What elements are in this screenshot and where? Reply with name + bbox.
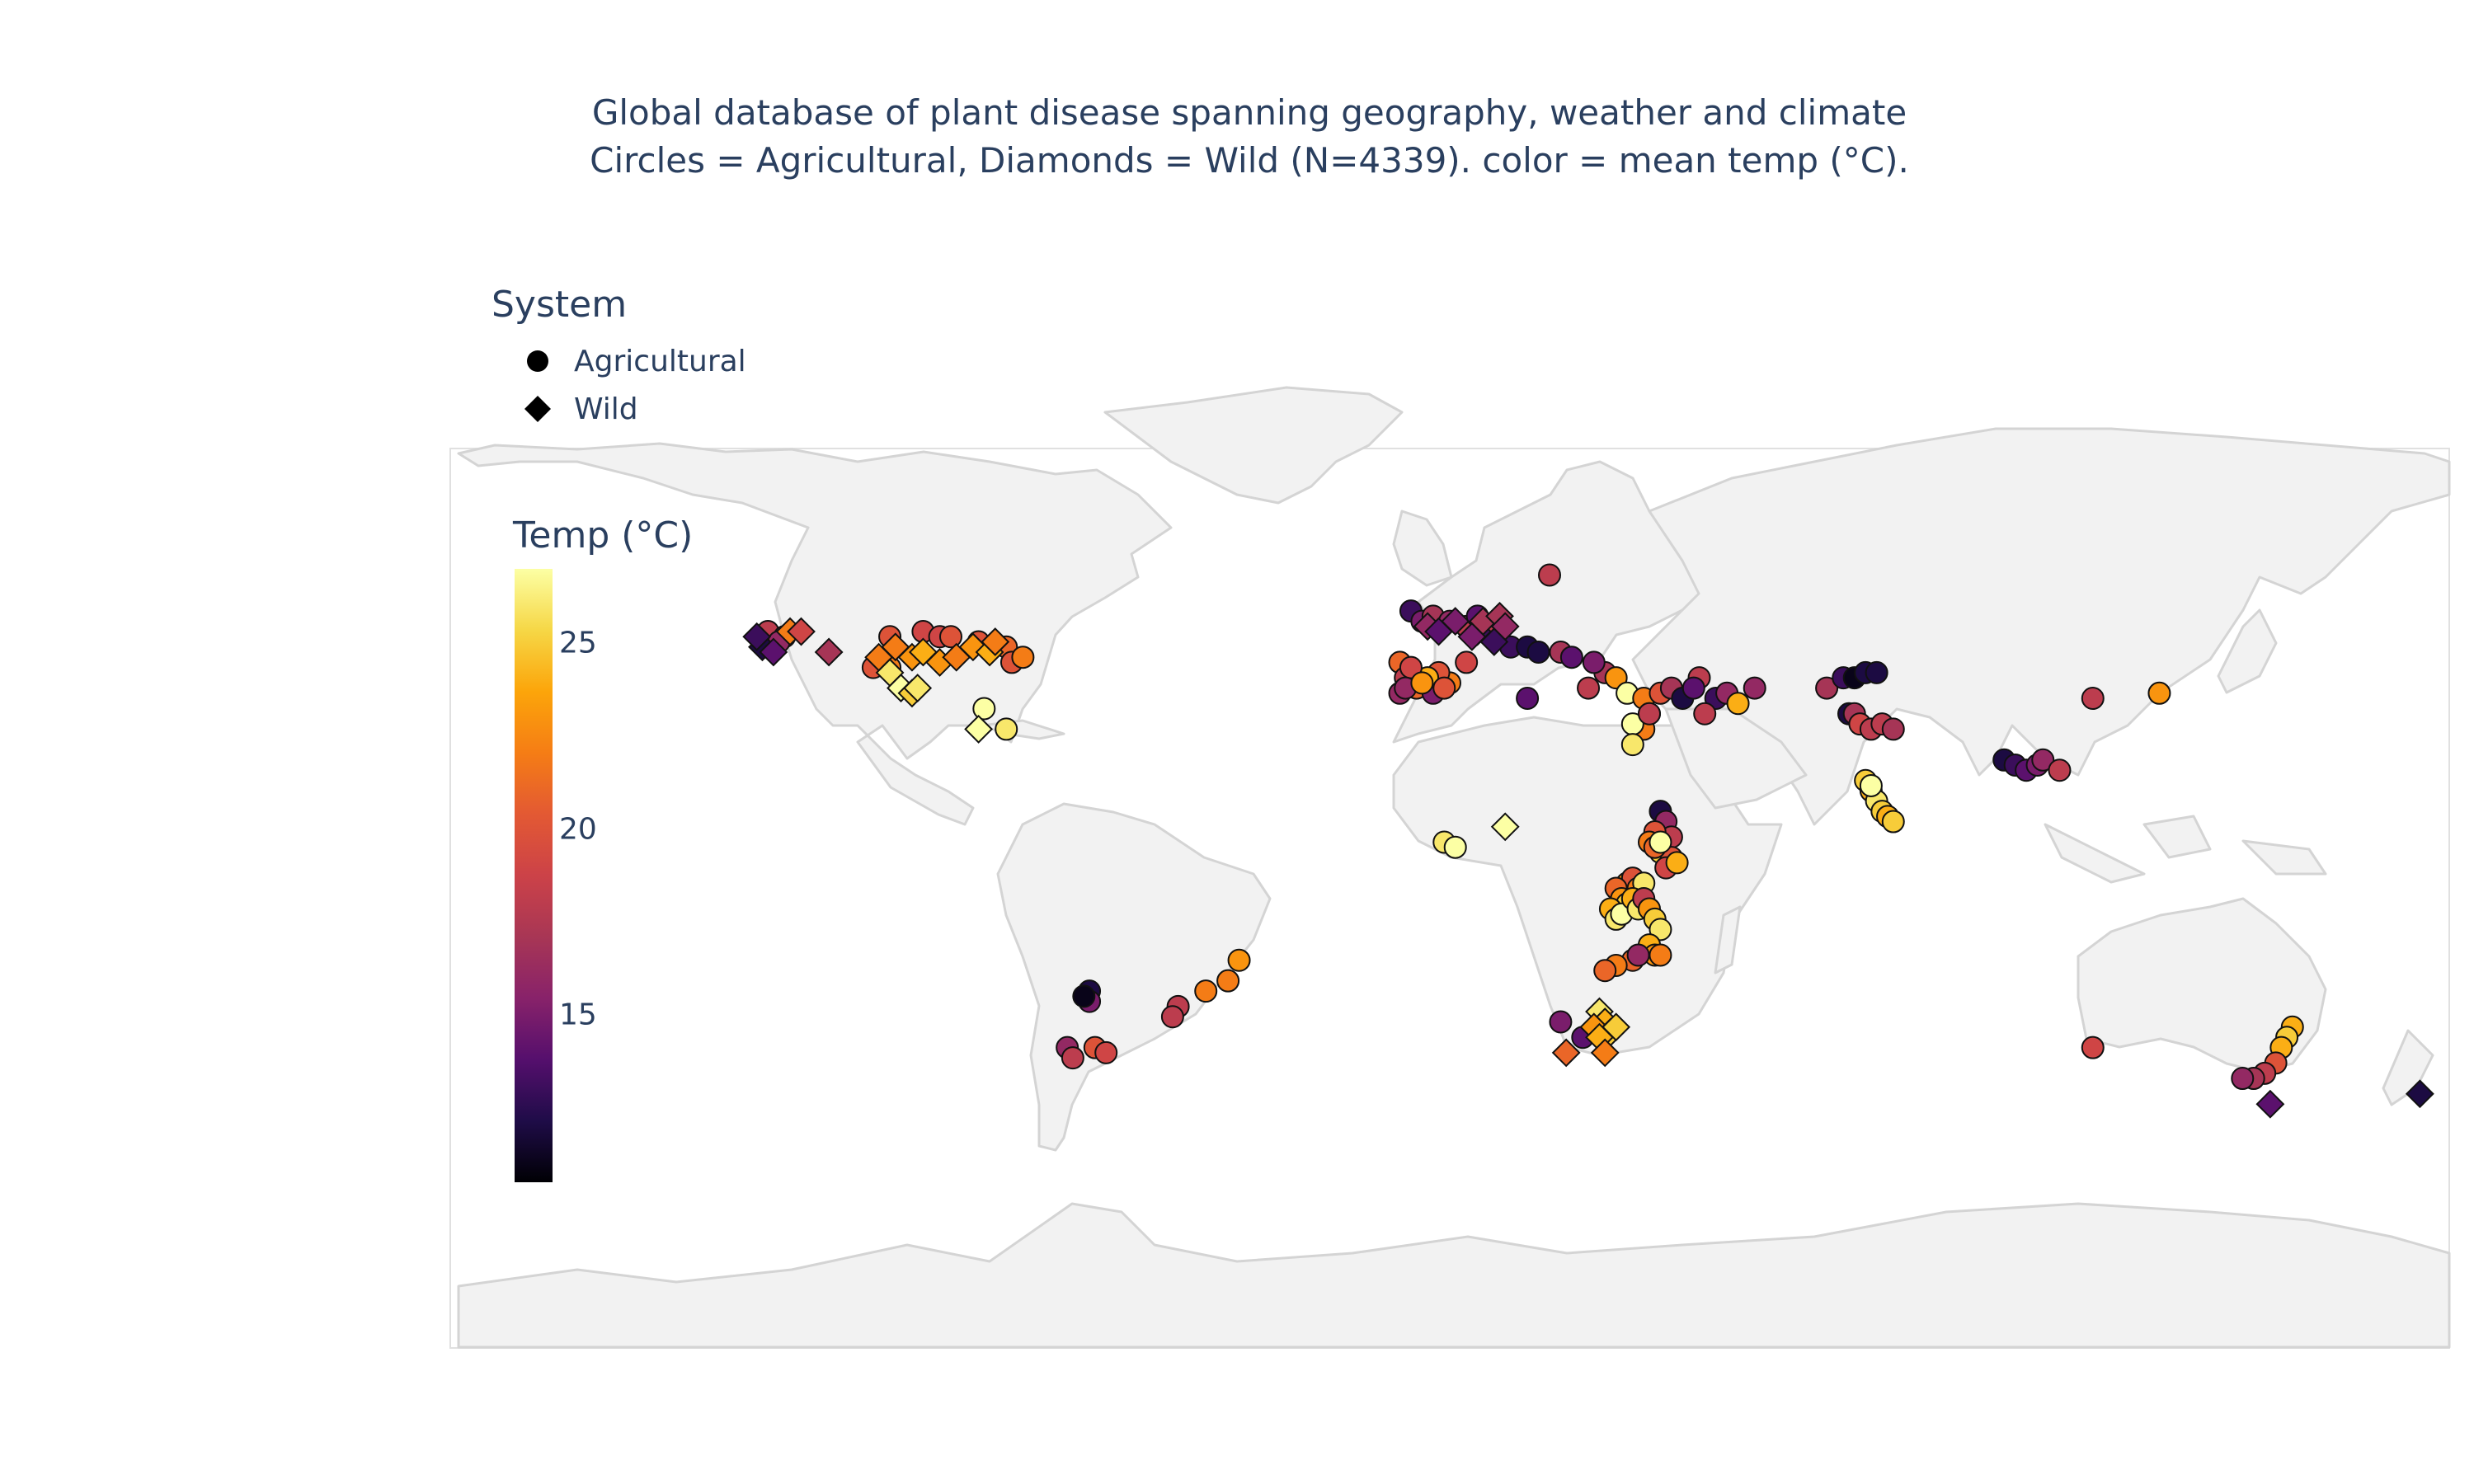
- wild-marker[interactable]: [742, 622, 772, 651]
- agricultural-marker[interactable]: [1593, 959, 1617, 983]
- wild-marker[interactable]: [1590, 1038, 1620, 1068]
- wild-marker[interactable]: [787, 617, 816, 646]
- agricultural-marker[interactable]: [1743, 676, 1766, 700]
- japan: [2217, 608, 2278, 694]
- agricultural-marker[interactable]: [1559, 646, 1583, 669]
- agricultural-marker[interactable]: [2081, 687, 2105, 711]
- agricultural-marker[interactable]: [2231, 1067, 2255, 1091]
- colorbar: [515, 569, 553, 1182]
- agricultural-marker[interactable]: [2031, 748, 2055, 772]
- markers-layer: [742, 563, 2434, 1119]
- north-america-landmass: [457, 442, 1173, 826]
- wild-marker[interactable]: [903, 674, 933, 702]
- agricultural-marker[interactable]: [1549, 1010, 1573, 1034]
- antarctica: [457, 1202, 2451, 1349]
- diamond-icon: [516, 392, 574, 425]
- agricultural-marker[interactable]: [1726, 692, 1750, 716]
- wild-marker[interactable]: [814, 637, 844, 667]
- agricultural-marker[interactable]: [1061, 1046, 1084, 1070]
- australia-landmass: [2077, 897, 2327, 1073]
- indonesia-islands: [2044, 815, 2327, 884]
- agricultural-marker[interactable]: [1881, 717, 1905, 741]
- agricultural-marker[interactable]: [1693, 702, 1717, 726]
- wild-marker[interactable]: [1441, 607, 1470, 636]
- agricultural-marker[interactable]: [2147, 681, 2171, 705]
- agricultural-marker[interactable]: [1649, 830, 1672, 854]
- new-zealand: [2382, 1029, 2434, 1106]
- legend-label-agricultural: Agricultural: [574, 344, 746, 378]
- agricultural-marker[interactable]: [1011, 646, 1035, 669]
- agricultural-marker[interactable]: [1094, 1040, 1118, 1064]
- wild-marker[interactable]: [981, 627, 1010, 656]
- agricultural-marker[interactable]: [1194, 979, 1218, 1003]
- circle-icon: [516, 345, 574, 378]
- legend-item-wild[interactable]: Wild: [492, 385, 746, 433]
- legend-label-wild: Wild: [574, 392, 638, 426]
- agricultural-marker[interactable]: [1626, 943, 1650, 967]
- wild-marker[interactable]: [1479, 627, 1509, 656]
- british-isles: [1392, 510, 1453, 587]
- agricultural-marker[interactable]: [1620, 733, 1644, 757]
- agricultural-marker[interactable]: [1443, 835, 1467, 859]
- agricultural-marker[interactable]: [995, 717, 1018, 741]
- colorbar-tick-20: 20: [559, 812, 597, 847]
- agricultural-marker[interactable]: [1072, 984, 1096, 1008]
- colorbar-tick-25: 25: [559, 626, 597, 660]
- agricultural-marker[interactable]: [1649, 918, 1672, 942]
- agricultural-marker[interactable]: [1410, 671, 1434, 695]
- agricultural-marker[interactable]: [1160, 1005, 1184, 1029]
- title-line-2: Circles = Agricultural, Diamonds = Wild …: [590, 140, 1909, 181]
- wild-marker[interactable]: [2405, 1079, 2434, 1109]
- agricultural-marker[interactable]: [939, 625, 962, 649]
- agricultural-marker[interactable]: [1577, 676, 1601, 700]
- wild-marker[interactable]: [759, 637, 788, 667]
- agricultural-marker[interactable]: [2048, 758, 2072, 782]
- wild-marker[interactable]: [1457, 622, 1487, 651]
- colorbar-title: Temp (°C): [513, 514, 694, 556]
- legend-title: System: [492, 284, 628, 326]
- agricultural-marker[interactable]: [1432, 676, 1456, 700]
- agricultural-marker[interactable]: [972, 697, 996, 721]
- agricultural-marker[interactable]: [1649, 943, 1672, 967]
- cuba: [980, 719, 1065, 740]
- wild-marker[interactable]: [1490, 812, 1520, 842]
- agricultural-marker[interactable]: [2081, 1036, 2105, 1059]
- chart-title: Global database of plant disease spannin…: [0, 89, 2474, 185]
- colorbar-tick-15: 15: [559, 998, 597, 1032]
- land-masses: [457, 386, 2451, 1349]
- agricultural-marker[interactable]: [1538, 563, 1561, 587]
- agricultural-marker[interactable]: [1815, 676, 1839, 700]
- agricultural-marker[interactable]: [1216, 969, 1240, 993]
- agricultural-marker[interactable]: [1638, 702, 1661, 726]
- agricultural-marker[interactable]: [1859, 773, 1883, 797]
- wild-marker[interactable]: [964, 714, 994, 744]
- agricultural-marker[interactable]: [1865, 660, 1888, 684]
- agricultural-marker[interactable]: [1665, 851, 1689, 875]
- agricultural-marker[interactable]: [1681, 676, 1705, 700]
- legend: System Agricultural Wild: [492, 284, 746, 433]
- wild-marker[interactable]: [1551, 1038, 1581, 1068]
- agricultural-marker[interactable]: [1526, 640, 1550, 664]
- agricultural-marker[interactable]: [1604, 666, 1628, 690]
- wild-marker[interactable]: [2255, 1089, 2285, 1119]
- greenland: [1103, 386, 1404, 505]
- agricultural-marker[interactable]: [1227, 948, 1251, 972]
- title-line-1: Global database of plant disease spannin…: [591, 92, 1907, 133]
- agricultural-marker[interactable]: [1582, 650, 1606, 674]
- madagascar: [1714, 905, 1742, 974]
- agricultural-marker[interactable]: [1455, 650, 1479, 674]
- legend-item-agricultural[interactable]: Agricultural: [492, 337, 746, 385]
- agricultural-marker[interactable]: [1516, 687, 1540, 711]
- agricultural-marker[interactable]: [1881, 810, 1905, 834]
